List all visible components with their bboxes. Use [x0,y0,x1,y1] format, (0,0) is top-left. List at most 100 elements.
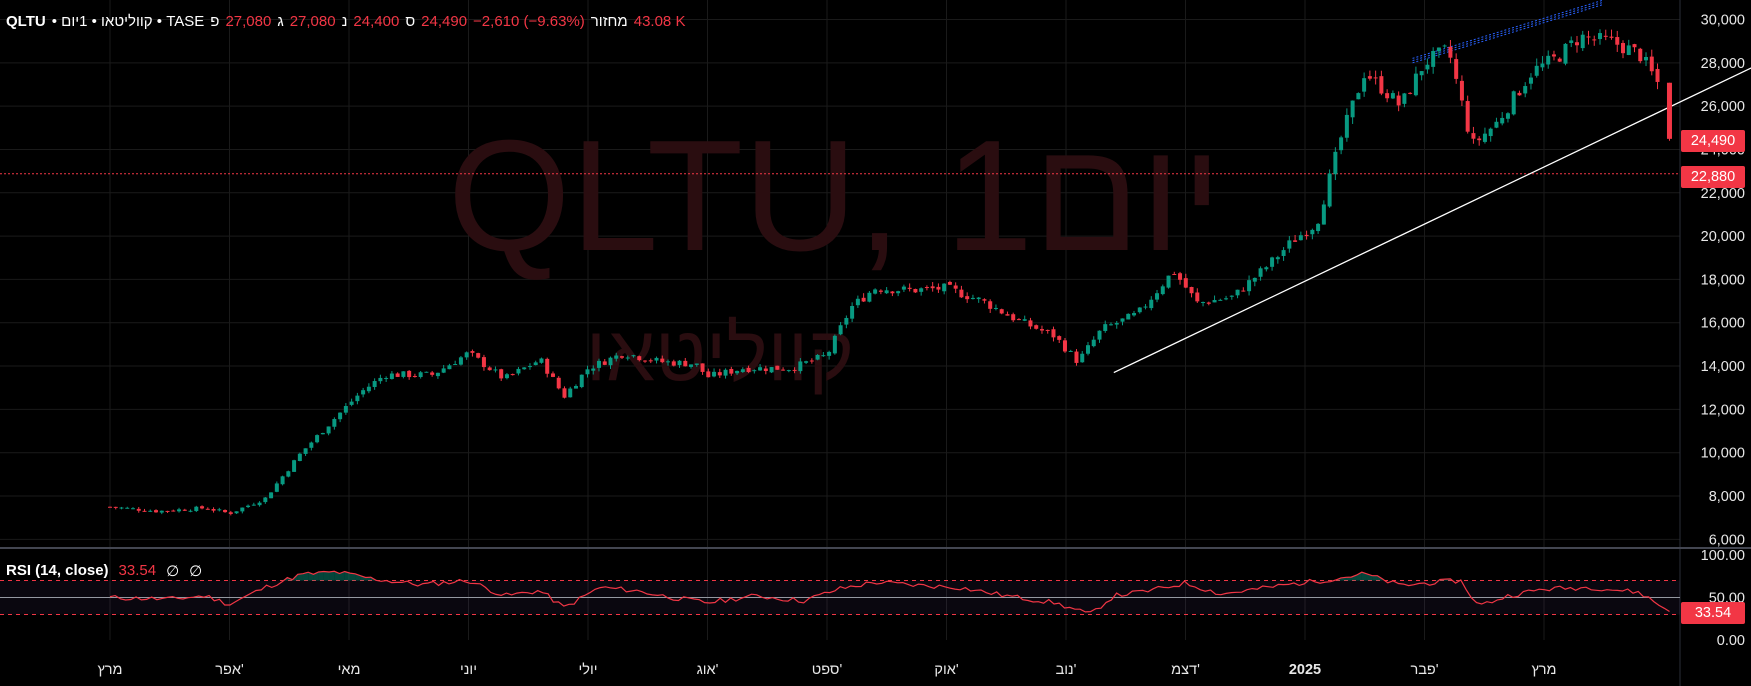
candle-body [988,301,993,309]
candle-body [821,355,826,357]
candle-body [1362,78,1367,92]
trend-line[interactable] [1113,58,1751,374]
candle-body [1270,257,1275,267]
candle-body [1413,73,1418,96]
rsi-legend: RSI (14, close) 33.54 ∅ ∅ [6,562,212,580]
candle-body [1172,273,1177,275]
candle-body [1390,93,1395,99]
candle-body [1546,55,1551,65]
candle-body [493,369,498,371]
candle-body [1431,50,1436,67]
candle-body [1356,93,1361,100]
candle-body [240,507,245,512]
candle-body [1373,77,1378,79]
candle-body [1603,35,1608,37]
candle-body [1344,114,1349,138]
rsi-overbought-fill [297,573,303,581]
candle-body [384,378,389,380]
candle-body [896,291,901,294]
candle-body [637,356,642,361]
candle-body [763,368,768,372]
y-tick-label-8: 22,000 [1701,186,1745,202]
candle-body [1621,43,1626,54]
rsi-overbought-fill [339,571,345,581]
candle-body [1477,138,1482,141]
candle-body [1103,324,1108,331]
candle-body [1016,319,1021,321]
candle-body [1327,173,1332,207]
candle-body [1068,350,1073,352]
candle-body [717,372,722,376]
rsi-overbought-fill [329,571,335,581]
candle-body [1074,351,1079,363]
candle-body [1022,319,1027,321]
price-axis[interactable]: 6,000 8,000 10,000 12,000 14,000 16,000 18,000… [1701,12,1745,649]
x-tick-label-10: 2025 [1289,662,1321,678]
candle-body [131,508,136,510]
candle-body [177,509,182,512]
y-tick-label-1: 8,000 [1709,489,1745,505]
candle-body [1143,306,1148,308]
candle-body [568,388,573,398]
channel-line-2[interactable] [1412,0,1604,59]
candle-body [953,285,958,289]
last-price-tag: 24,490 [1681,130,1745,152]
symbol-label[interactable]: QLTU [6,12,46,30]
channel-line-1[interactable] [1412,1,1604,62]
y-tick-label-7: 20,000 [1701,229,1745,245]
candle-body [982,299,987,301]
candle-body [620,356,625,358]
candle-body [919,288,924,292]
rsi-name[interactable]: RSI (14, close) [6,562,109,579]
candle-body [1574,42,1579,46]
x-tick-label-9: דצמ' [1171,662,1200,678]
candle-body [154,510,159,513]
candle-body [395,373,400,377]
drawing-overlays[interactable] [0,0,1751,374]
candle-body [1189,287,1194,294]
candle-body [1419,71,1424,76]
change-value: −2,610 (−9.63%) [473,12,585,30]
y-tick-label-5: 16,000 [1701,316,1745,332]
time-axis[interactable]: מרץ אפר' מאי יוני יולי אוג' ספט' אוק' נוב' דצמ' 20… [97,661,1556,678]
candle-body [1644,56,1649,61]
candle-body [361,390,366,395]
channel-line-0[interactable] [1412,3,1604,64]
candle-body [1212,300,1217,303]
candle-body [1247,280,1252,292]
candle-body [349,401,354,405]
candle-body [625,357,630,359]
candle-body [1160,286,1165,295]
candle-body [527,366,532,368]
candle-body [1494,121,1499,128]
candle-body [545,358,550,374]
candle-body [1080,353,1085,363]
candle-body [781,369,786,371]
candle-body [550,373,555,377]
rsi-overbought-fill [323,571,330,581]
candle-body [965,296,970,300]
candle-body [930,286,935,289]
watermark-subtitle: קווליטאו [586,309,854,397]
candle-body [119,507,124,509]
candle-body [1085,345,1090,354]
candle-body [476,353,481,358]
candle-body [389,373,394,379]
candle-body [706,371,711,378]
y-tick-label-2: 10,000 [1701,446,1745,462]
x-tick-label-8: נוב' [1056,662,1077,678]
candle-body [1488,128,1493,137]
candle-body [596,360,601,368]
candle-body [332,419,337,427]
candle-body [1551,54,1556,57]
candle-body [1523,86,1528,94]
candle-body [1586,36,1591,38]
candle-body [148,510,153,512]
candle-body [246,505,251,508]
high-label: ג [277,12,284,30]
candle-body [251,504,256,506]
candle-body [815,354,820,360]
candle-body [1408,92,1413,94]
candle-body [798,361,803,372]
